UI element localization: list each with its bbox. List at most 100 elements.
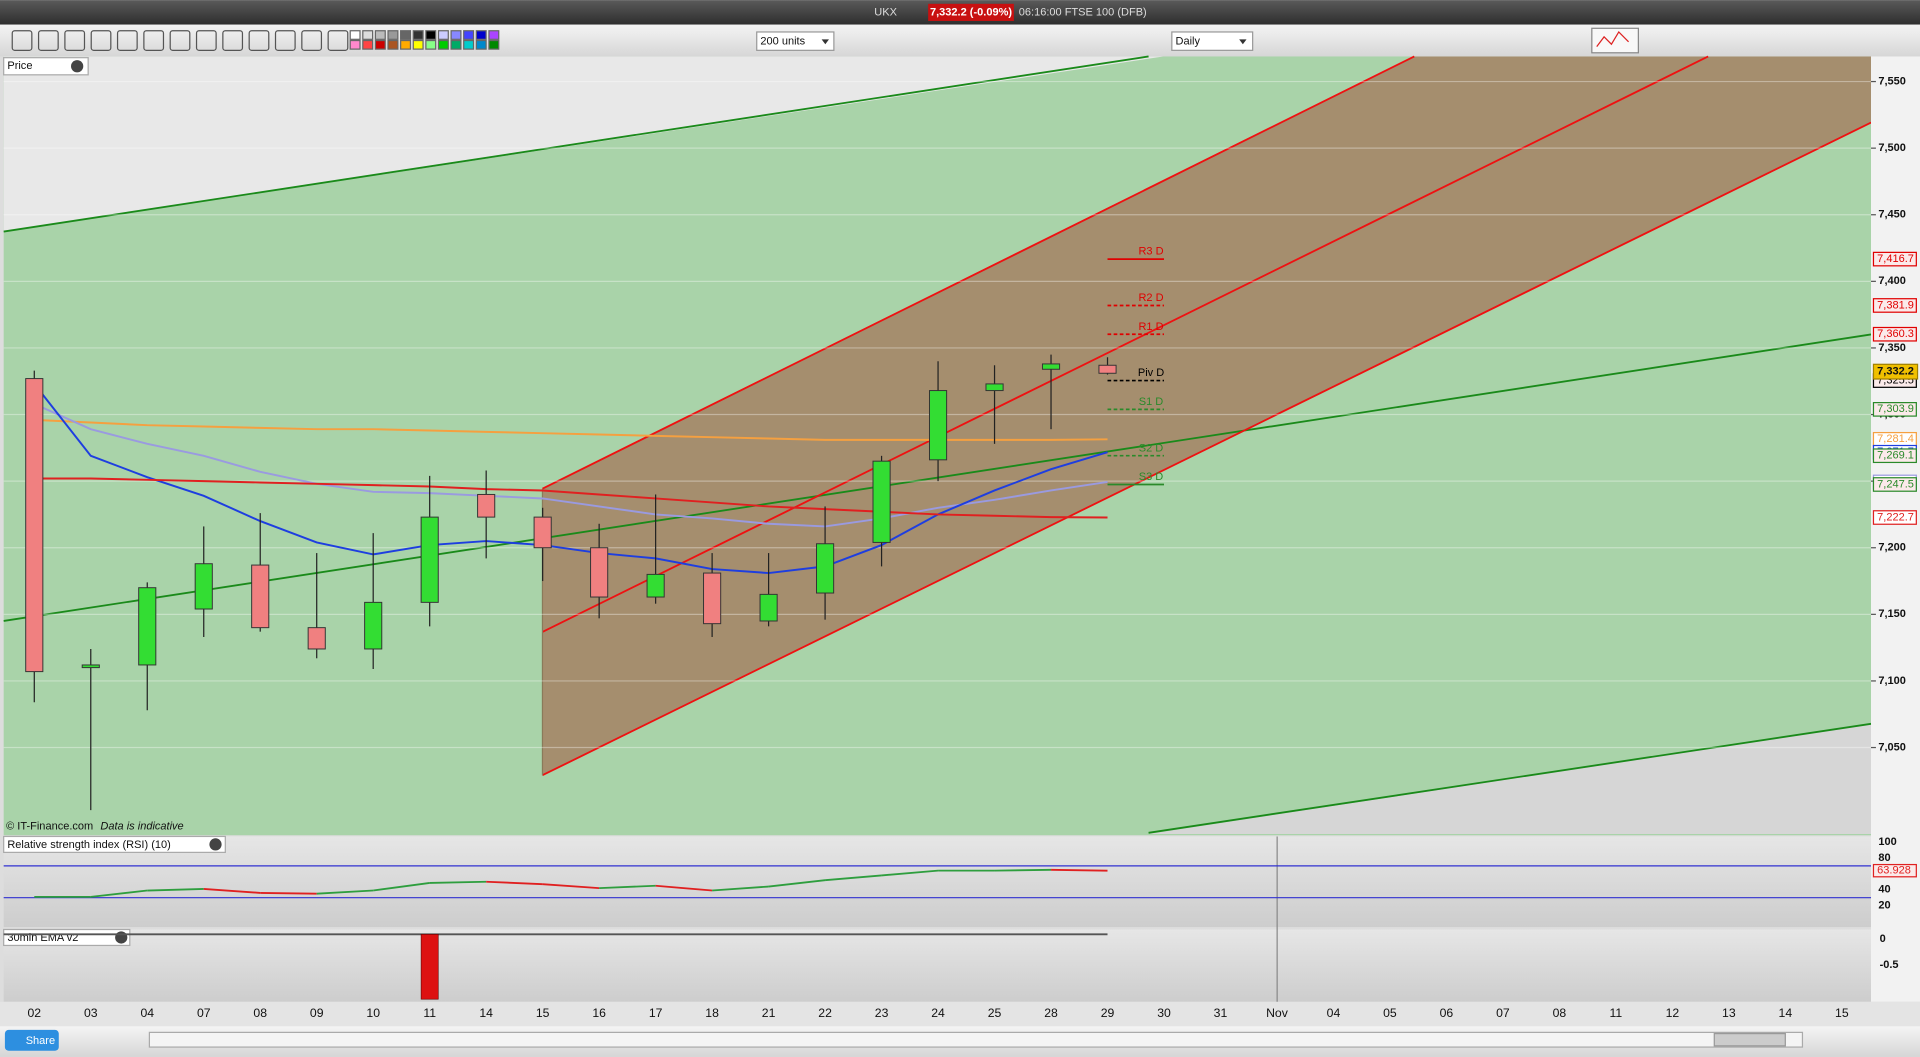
- candle-body: [1098, 364, 1117, 374]
- x-tick-label: 03: [84, 1006, 98, 1020]
- color-swatch[interactable]: [387, 39, 399, 50]
- pivot-label: R2 D: [1138, 292, 1163, 304]
- x-tick-label: 18: [705, 1006, 719, 1020]
- x-tick-label: 15: [536, 1006, 550, 1020]
- moving-average: [33, 383, 1108, 575]
- ema-title: 30min EMA v2: [7, 932, 78, 944]
- color-swatch[interactable]: [362, 39, 374, 50]
- rsi-segment: [1051, 868, 1108, 872]
- rsi-segment: [881, 869, 939, 877]
- color-swatch[interactable]: [488, 39, 500, 50]
- x-tick-label: 22: [818, 1006, 832, 1020]
- tool-icon[interactable]: [143, 30, 165, 51]
- pivot-label: R3 D: [1138, 246, 1163, 258]
- x-tick-label: 23: [875, 1006, 889, 1020]
- color-swatch[interactable]: [463, 30, 475, 40]
- value-tag: [1872, 448, 1917, 464]
- value-tag: [1872, 402, 1917, 417]
- color-swatch[interactable]: [349, 39, 361, 50]
- close-button[interactable]: [115, 931, 128, 944]
- units-select[interactable]: [756, 31, 835, 51]
- rsi-title: Relative strength index (RSI) (10): [7, 839, 170, 851]
- ema-panel: [3, 929, 1872, 1002]
- price-label-box: [3, 57, 89, 76]
- price-label: Price: [7, 60, 32, 72]
- candle-body: [872, 460, 891, 543]
- color-swatch[interactable]: [412, 30, 424, 40]
- color-swatch[interactable]: [374, 30, 386, 40]
- share-button[interactable]: [4, 1029, 59, 1051]
- color-swatch[interactable]: [475, 30, 487, 40]
- color-swatch[interactable]: [488, 30, 500, 40]
- color-swatch[interactable]: [437, 30, 449, 40]
- tool-icon[interactable]: [64, 30, 86, 51]
- y-tick-label: 7,550: [1878, 75, 1906, 87]
- value-tag: [1872, 298, 1917, 313]
- candle-body: [816, 543, 835, 594]
- rsi-panel: [3, 836, 1872, 928]
- candle-body: [307, 627, 326, 650]
- color-swatch[interactable]: [400, 30, 412, 40]
- indicator-button[interactable]: [1591, 27, 1639, 54]
- y-tick-label: 7,350: [1878, 342, 1906, 354]
- bar: [420, 934, 439, 1000]
- tool-icon[interactable]: [169, 30, 191, 51]
- color-swatch[interactable]: [387, 30, 399, 40]
- tool-icon[interactable]: [195, 30, 217, 51]
- color-swatch[interactable]: [400, 39, 412, 50]
- color-swatch[interactable]: [437, 39, 449, 50]
- tool-icon[interactable]: [11, 30, 33, 51]
- y-tick-label: 100: [1878, 836, 1896, 848]
- candle-body: [759, 593, 778, 622]
- tool-icon[interactable]: [248, 30, 270, 51]
- tool-icon[interactable]: [222, 30, 244, 51]
- x-tick-label: 17: [649, 1006, 663, 1020]
- color-swatch[interactable]: [450, 30, 462, 40]
- x-tick-label: 10: [366, 1006, 380, 1020]
- tool-icon[interactable]: [90, 30, 112, 51]
- x-tick-label: 30: [1157, 1006, 1171, 1020]
- pivot-label: S3 D: [1139, 471, 1164, 483]
- y-tick-label: 80: [1878, 852, 1890, 864]
- x-tick-label: 13: [1722, 1006, 1736, 1020]
- x-tick-label: 04: [140, 1006, 154, 1020]
- tool-icon[interactable]: [274, 30, 296, 51]
- color-swatch[interactable]: [412, 39, 424, 50]
- current-price-tag: [1872, 363, 1919, 380]
- x-tick-label: 06: [1440, 1006, 1454, 1020]
- color-swatch[interactable]: [475, 39, 487, 50]
- color-swatch[interactable]: [463, 39, 475, 50]
- scrollbar[interactable]: [148, 1031, 1804, 1048]
- color-swatch[interactable]: [425, 39, 437, 50]
- color-swatch[interactable]: [425, 30, 437, 40]
- value-tag-label: 7,247.5: [1877, 478, 1914, 490]
- scroll-thumb[interactable]: [1713, 1032, 1786, 1047]
- y-tick-label: 7,200: [1878, 542, 1906, 554]
- x-tick-label: 29: [1101, 1006, 1115, 1020]
- color-swatch[interactable]: [374, 39, 386, 50]
- rsi-segment: [599, 884, 656, 890]
- color-swatch[interactable]: [450, 39, 462, 50]
- x-tick-label: 07: [197, 1006, 211, 1020]
- candle-body: [138, 587, 157, 666]
- tool-icon[interactable]: [301, 30, 323, 51]
- y-tick-label: 7,400: [1878, 275, 1906, 287]
- close-button[interactable]: [71, 60, 84, 73]
- channel-line: [542, 55, 1415, 490]
- x-tick-label: 25: [988, 1006, 1002, 1020]
- current-price-label: 7,332.2: [1877, 366, 1914, 378]
- candle-body: [477, 493, 496, 518]
- value-tag-label: 7,416.7: [1877, 253, 1914, 265]
- tool-icon[interactable]: [116, 30, 138, 51]
- value-tag: [1872, 477, 1917, 492]
- close-button[interactable]: [209, 838, 222, 851]
- interval-select[interactable]: [1171, 31, 1254, 51]
- color-swatch[interactable]: [349, 30, 361, 40]
- value-tag-label: 7,303.9: [1877, 403, 1914, 415]
- tool-icon[interactable]: [37, 30, 59, 51]
- tool-icon[interactable]: [327, 30, 349, 51]
- color-swatch[interactable]: [362, 30, 374, 40]
- y-tick-label: 40: [1878, 884, 1890, 896]
- data-note: Data is indicative: [100, 821, 183, 833]
